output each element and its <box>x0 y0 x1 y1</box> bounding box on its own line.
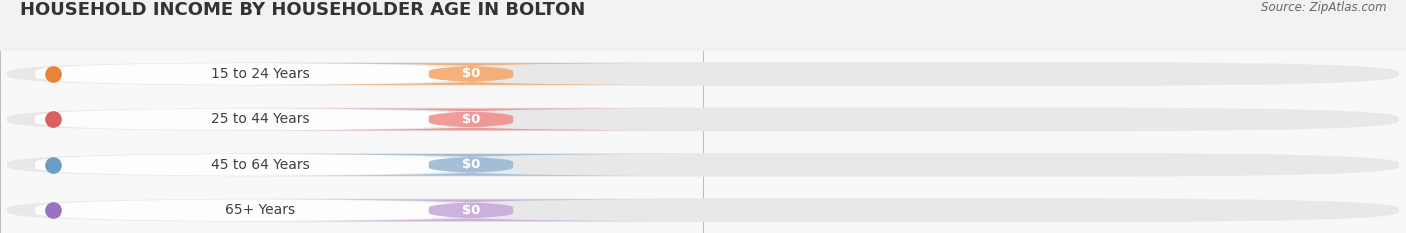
FancyBboxPatch shape <box>35 63 471 85</box>
FancyBboxPatch shape <box>35 109 471 130</box>
FancyBboxPatch shape <box>35 154 471 176</box>
Text: 15 to 24 Years: 15 to 24 Years <box>211 67 309 81</box>
FancyBboxPatch shape <box>35 199 471 221</box>
FancyBboxPatch shape <box>7 108 1399 131</box>
Text: $0: $0 <box>461 158 481 171</box>
Text: $0: $0 <box>461 204 481 217</box>
Text: HOUSEHOLD INCOME BY HOUSEHOLDER AGE IN BOLTON: HOUSEHOLD INCOME BY HOUSEHOLDER AGE IN B… <box>20 1 585 19</box>
FancyBboxPatch shape <box>7 199 1399 222</box>
Text: 25 to 44 Years: 25 to 44 Years <box>211 112 309 127</box>
FancyBboxPatch shape <box>260 109 682 130</box>
FancyBboxPatch shape <box>7 153 1399 177</box>
FancyBboxPatch shape <box>260 154 682 176</box>
FancyBboxPatch shape <box>7 62 1399 86</box>
Text: Source: ZipAtlas.com: Source: ZipAtlas.com <box>1261 1 1386 14</box>
FancyBboxPatch shape <box>260 63 682 85</box>
Text: 45 to 64 Years: 45 to 64 Years <box>211 158 309 172</box>
Text: 65+ Years: 65+ Years <box>225 203 295 217</box>
FancyBboxPatch shape <box>260 199 682 221</box>
Text: $0: $0 <box>461 68 481 80</box>
Text: $0: $0 <box>461 113 481 126</box>
